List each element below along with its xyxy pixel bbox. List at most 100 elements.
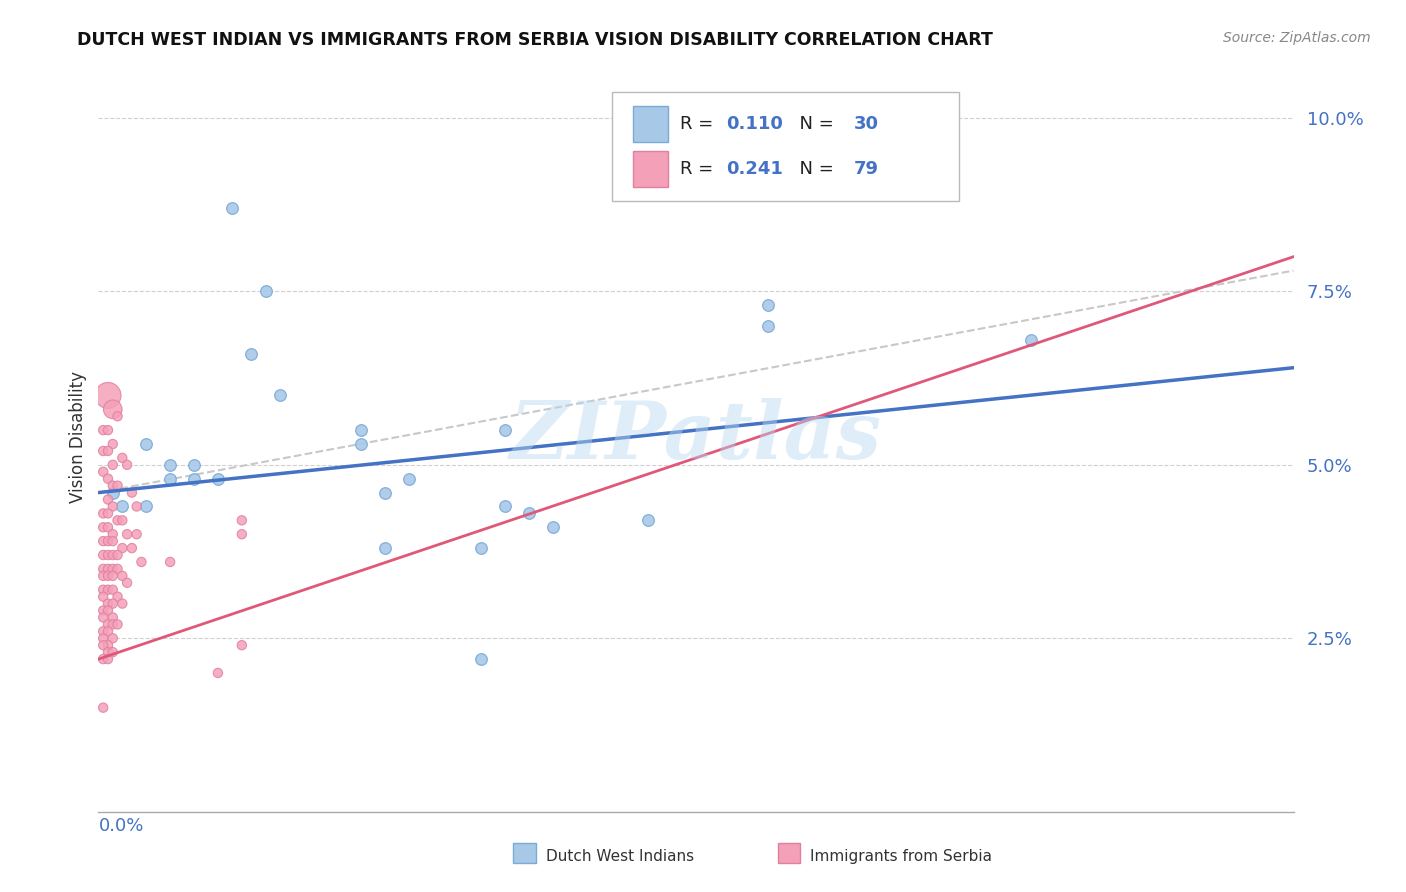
Point — [231, 638, 253, 652]
Point — [159, 555, 181, 569]
Point — [101, 632, 124, 646]
Point — [101, 597, 124, 611]
Point — [91, 638, 114, 652]
Point — [231, 513, 253, 527]
Point — [107, 562, 129, 576]
Text: Source: ZipAtlas.com: Source: ZipAtlas.com — [1223, 31, 1371, 45]
Y-axis label: Vision Disability: Vision Disability — [69, 371, 87, 503]
FancyBboxPatch shape — [613, 93, 959, 201]
Point — [756, 319, 779, 334]
Text: R =: R = — [681, 160, 720, 178]
Point — [107, 513, 129, 527]
Point — [97, 569, 120, 583]
Point — [97, 603, 120, 617]
Point — [637, 166, 659, 180]
Point — [494, 500, 516, 514]
Point — [121, 541, 143, 555]
Point — [97, 652, 120, 666]
Point — [101, 500, 124, 514]
Point — [91, 624, 114, 639]
Point — [111, 450, 134, 465]
Point — [97, 645, 120, 659]
Point — [350, 423, 373, 437]
Point — [97, 388, 120, 402]
Point — [91, 603, 114, 617]
Point — [91, 423, 114, 437]
Point — [101, 610, 124, 624]
Point — [91, 582, 114, 597]
Point — [159, 458, 181, 472]
Point — [101, 617, 124, 632]
Point — [231, 527, 253, 541]
Point — [111, 500, 134, 514]
Point — [97, 472, 120, 486]
Point — [97, 617, 120, 632]
Point — [101, 562, 124, 576]
Point — [637, 513, 659, 527]
Point — [97, 492, 120, 507]
Point — [541, 520, 564, 534]
Point — [756, 298, 779, 312]
Point — [101, 548, 124, 562]
Point — [115, 458, 138, 472]
Point — [101, 437, 124, 451]
Point — [398, 472, 420, 486]
Text: 0.0%: 0.0% — [98, 817, 143, 835]
Point — [115, 527, 138, 541]
Point — [91, 534, 114, 549]
Point — [240, 347, 263, 361]
Point — [97, 582, 120, 597]
Point — [97, 534, 120, 549]
Point — [97, 423, 120, 437]
Bar — [633, 151, 668, 187]
Point — [494, 423, 516, 437]
Point — [183, 472, 205, 486]
Text: Dutch West Indians: Dutch West Indians — [546, 849, 693, 863]
Text: Immigrants from Serbia: Immigrants from Serbia — [810, 849, 991, 863]
Point — [97, 638, 120, 652]
Point — [91, 569, 114, 583]
Text: N =: N = — [787, 115, 839, 134]
Point — [111, 569, 134, 583]
Text: N =: N = — [787, 160, 839, 178]
Point — [101, 645, 124, 659]
Point — [97, 444, 120, 458]
Point — [97, 548, 120, 562]
Point — [183, 458, 205, 472]
Point — [97, 520, 120, 534]
Point — [121, 485, 143, 500]
Point — [101, 458, 124, 472]
Point — [91, 507, 114, 521]
Point — [97, 597, 120, 611]
Point — [107, 548, 129, 562]
Point — [111, 513, 134, 527]
Text: R =: R = — [681, 115, 720, 134]
Point — [135, 437, 157, 451]
Point — [135, 500, 157, 514]
Point — [221, 201, 243, 215]
Point — [207, 472, 229, 486]
Text: ZIPatlas: ZIPatlas — [510, 399, 882, 475]
Point — [125, 500, 148, 514]
Point — [350, 437, 373, 451]
Point — [374, 541, 396, 555]
Point — [101, 534, 124, 549]
Point — [107, 590, 129, 604]
Point — [91, 444, 114, 458]
Point — [517, 507, 540, 521]
Point — [101, 582, 124, 597]
Point — [269, 388, 291, 402]
Point — [131, 555, 153, 569]
Point — [1019, 333, 1042, 347]
Point — [159, 472, 181, 486]
Point — [91, 700, 114, 714]
Point — [91, 465, 114, 479]
Text: 79: 79 — [853, 160, 879, 178]
Point — [91, 610, 114, 624]
Point — [101, 569, 124, 583]
Point — [91, 590, 114, 604]
Point — [207, 665, 229, 680]
Point — [91, 632, 114, 646]
Point — [91, 652, 114, 666]
Text: 30: 30 — [853, 115, 879, 134]
